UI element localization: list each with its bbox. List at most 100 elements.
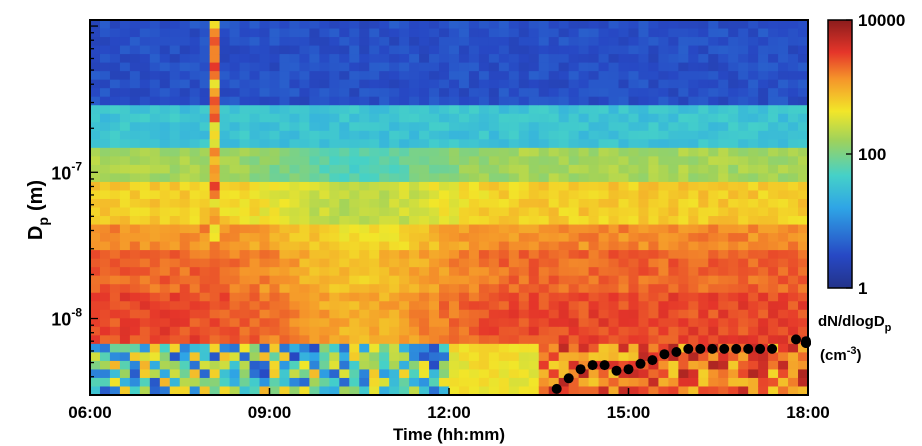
heatmap-cell <box>718 147 729 157</box>
heatmap-cell <box>708 267 719 277</box>
heatmap-cell <box>439 20 450 30</box>
heatmap-cell <box>638 352 650 362</box>
heatmap-cell <box>369 62 380 72</box>
heatmap-cell <box>399 352 410 362</box>
heatmap-cell <box>429 207 440 217</box>
heatmap-cell <box>618 258 630 268</box>
heatmap-cell <box>109 173 121 183</box>
heatmap-cell <box>488 198 500 209</box>
heatmap-cell <box>379 275 390 285</box>
heatmap-cell <box>249 88 261 98</box>
heatmap-cell <box>379 79 390 89</box>
heatmap-cell <box>618 284 630 294</box>
heatmap-cell <box>528 122 540 132</box>
heatmap-cell <box>189 207 201 217</box>
heatmap-cell <box>209 122 221 132</box>
heatmap-cell <box>139 216 151 226</box>
heatmap-cell <box>449 79 460 89</box>
heatmap-cell <box>109 267 121 277</box>
heatmap-cell <box>768 122 779 132</box>
heatmap-cell <box>748 292 759 302</box>
heatmap-cell <box>698 301 709 311</box>
heatmap-cell <box>768 147 779 157</box>
heatmap-cell <box>688 105 699 115</box>
heatmap-cell <box>149 190 161 200</box>
heatmap-cell <box>788 181 799 192</box>
heatmap-cell <box>119 88 131 98</box>
heatmap-cell <box>698 164 709 175</box>
heatmap-cell <box>149 20 161 30</box>
heatmap-cell <box>119 224 131 234</box>
heatmap-cell <box>329 377 340 388</box>
heatmap-cell <box>478 284 490 294</box>
heatmap-cell <box>369 216 380 226</box>
heatmap-cell <box>638 275 650 285</box>
heatmap-cell <box>658 326 669 336</box>
heatmap-cell <box>678 241 689 251</box>
heatmap-cell <box>558 250 570 260</box>
heatmap-cell <box>409 20 420 30</box>
heatmap-cell <box>199 301 211 311</box>
heatmap-cell <box>439 45 450 55</box>
heatmap-cell <box>728 190 739 200</box>
heatmap-cell <box>498 275 510 285</box>
heatmap-cell <box>758 88 769 98</box>
heatmap-cell <box>90 181 101 192</box>
heatmap-cell <box>169 173 181 183</box>
heatmap-cell <box>359 284 370 294</box>
heatmap-cell <box>488 309 500 319</box>
heatmap-cell <box>149 45 161 55</box>
heatmap-cell <box>269 250 281 260</box>
heatmap-cell <box>389 37 400 47</box>
heatmap-cell <box>379 130 390 140</box>
heatmap-cell <box>708 360 719 371</box>
heatmap-cell <box>758 181 769 192</box>
heatmap-cell <box>329 122 340 132</box>
heatmap-cell <box>678 130 689 140</box>
heatmap-cell <box>339 309 350 319</box>
heatmap-cell <box>538 190 550 200</box>
heatmap-cell <box>718 113 729 123</box>
heatmap-cell <box>458 88 470 98</box>
heatmap-cell <box>409 377 420 388</box>
heatmap-cell <box>419 198 430 209</box>
heatmap-cell <box>488 156 500 166</box>
heatmap-cell <box>718 224 729 234</box>
heatmap-cell <box>468 113 480 123</box>
heatmap-cell <box>638 377 650 388</box>
heatmap-cell <box>668 216 679 226</box>
heatmap-cell <box>588 318 600 328</box>
heatmap-cell <box>478 233 490 243</box>
heatmap-cell <box>199 343 211 353</box>
heatmap-cell <box>688 318 699 328</box>
heatmap-cell <box>229 139 241 149</box>
heatmap-cell <box>718 309 729 319</box>
heatmap-cell <box>608 335 620 345</box>
heatmap-cell <box>169 37 181 47</box>
heatmap-cell <box>758 233 769 243</box>
heatmap-cell <box>109 241 121 251</box>
heatmap-cell <box>279 190 291 200</box>
heatmap-cell <box>109 96 121 106</box>
heatmap-cell <box>329 258 340 268</box>
heatmap-cell <box>788 343 799 353</box>
heatmap-cell <box>758 360 769 371</box>
heatmap-cell <box>129 173 141 183</box>
heatmap-cell <box>279 28 291 38</box>
heatmap-cell <box>518 224 530 234</box>
heatmap-cell <box>598 62 610 72</box>
heatmap-cell <box>269 71 281 81</box>
heatmap-cell <box>628 250 640 260</box>
heatmap-cell <box>259 122 271 132</box>
heatmap-cell <box>548 284 560 294</box>
heatmap-cell <box>429 267 440 277</box>
heatmap-cell <box>389 284 400 294</box>
heatmap-cell <box>109 216 121 226</box>
heatmap-cell <box>349 207 360 217</box>
heatmap-cell <box>289 28 301 38</box>
heatmap-cell <box>439 62 450 72</box>
heatmap-cell <box>668 369 679 379</box>
heatmap-cell <box>319 258 330 268</box>
heatmap-cell <box>109 318 121 328</box>
heatmap-cell <box>568 113 580 123</box>
